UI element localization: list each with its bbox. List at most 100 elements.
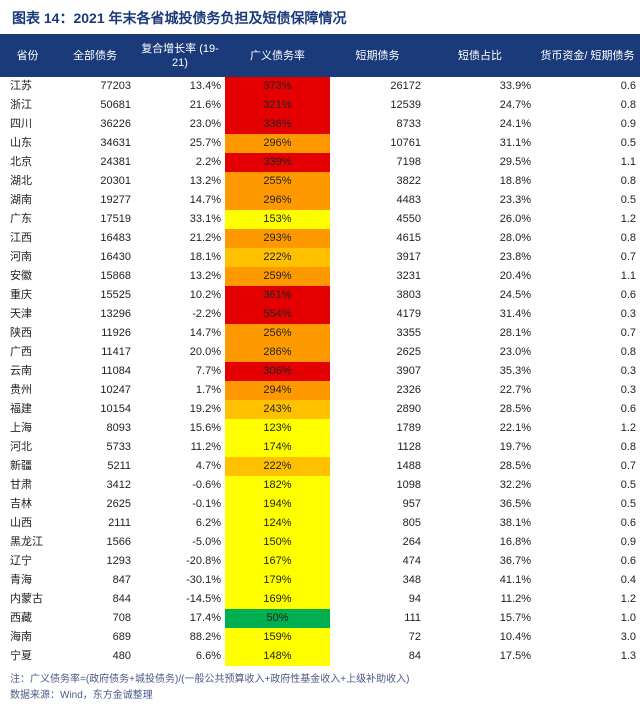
cell-total-debt: 11926: [55, 324, 135, 343]
cell-cash-ratio: 0.7: [535, 248, 640, 267]
cell-cagr: 13.2%: [135, 267, 225, 286]
cell-cagr: 21.6%: [135, 96, 225, 115]
cell-debt-ratio: 159%: [225, 628, 330, 647]
table-row: 黑龙江1566-5.0%150%26416.8%0.9: [0, 533, 640, 552]
cell-cash-ratio: 1.1: [535, 267, 640, 286]
cell-total-debt: 8093: [55, 419, 135, 438]
cell-total-debt: 11417: [55, 343, 135, 362]
cell-province: 河北: [0, 438, 55, 457]
table-row: 江苏7720313.4%373%2617233.9%0.6: [0, 77, 640, 96]
cell-short-debt: 4483: [330, 191, 425, 210]
cell-province: 福建: [0, 400, 55, 419]
cell-total-debt: 77203: [55, 77, 135, 96]
table-row: 北京243812.2%339%719829.5%1.1: [0, 153, 640, 172]
cell-cagr: 23.0%: [135, 115, 225, 134]
cell-cagr: 33.1%: [135, 210, 225, 229]
table-row: 宁夏4806.6%148%8417.5%1.3: [0, 647, 640, 666]
cell-province: 湖南: [0, 191, 55, 210]
table-row: 贵州102471.7%294%232622.7%0.3: [0, 381, 640, 400]
cell-debt-ratio: 194%: [225, 495, 330, 514]
cell-debt-ratio: 306%: [225, 362, 330, 381]
cell-province: 北京: [0, 153, 55, 172]
table-row: 青海847-30.1%179%34841.1%0.4: [0, 571, 640, 590]
data-source: 数据来源：Wind，东方金诚整理: [0, 686, 640, 707]
table-row: 广东1751933.1%153%455026.0%1.2: [0, 210, 640, 229]
cell-short-pct: 28.5%: [425, 457, 535, 476]
table-row: 山东3463125.7%296%1076131.1%0.5: [0, 134, 640, 153]
cell-cagr: -30.1%: [135, 571, 225, 590]
cell-cash-ratio: 0.6: [535, 77, 640, 96]
cell-province: 吉林: [0, 495, 55, 514]
cell-short-debt: 84: [330, 647, 425, 666]
cell-short-pct: 36.7%: [425, 552, 535, 571]
cell-cash-ratio: 0.5: [535, 495, 640, 514]
cell-debt-ratio: 255%: [225, 172, 330, 191]
cell-total-debt: 2625: [55, 495, 135, 514]
cell-cash-ratio: 1.2: [535, 590, 640, 609]
cell-cash-ratio: 0.6: [535, 286, 640, 305]
cell-cagr: 25.7%: [135, 134, 225, 153]
cell-short-pct: 28.0%: [425, 229, 535, 248]
cell-short-debt: 12539: [330, 96, 425, 115]
table-row: 福建1015419.2%243%289028.5%0.6: [0, 400, 640, 419]
cell-cash-ratio: 0.7: [535, 457, 640, 476]
cell-cagr: -14.5%: [135, 590, 225, 609]
table-row: 河北573311.2%174%112819.7%0.8: [0, 438, 640, 457]
cell-debt-ratio: 167%: [225, 552, 330, 571]
cell-cash-ratio: 0.4: [535, 571, 640, 590]
table-row: 重庆1552510.2%361%380324.5%0.6: [0, 286, 640, 305]
cell-province: 四川: [0, 115, 55, 134]
table-row: 湖南1927714.7%296%448323.3%0.5: [0, 191, 640, 210]
cell-short-debt: 348: [330, 571, 425, 590]
cell-short-debt: 3231: [330, 267, 425, 286]
cell-debt-ratio: 50%: [225, 609, 330, 628]
cell-short-pct: 22.7%: [425, 381, 535, 400]
cell-cagr: 7.7%: [135, 362, 225, 381]
cell-total-debt: 3412: [55, 476, 135, 495]
cell-short-pct: 16.8%: [425, 533, 535, 552]
cell-short-debt: 2625: [330, 343, 425, 362]
cell-short-pct: 26.0%: [425, 210, 535, 229]
cell-cagr: 2.2%: [135, 153, 225, 172]
cell-total-debt: 16430: [55, 248, 135, 267]
cell-total-debt: 13296: [55, 305, 135, 324]
cell-debt-ratio: 174%: [225, 438, 330, 457]
cell-cagr: -2.2%: [135, 305, 225, 324]
cell-total-debt: 708: [55, 609, 135, 628]
cell-cash-ratio: 0.5: [535, 191, 640, 210]
cell-debt-ratio: 256%: [225, 324, 330, 343]
cell-province: 山西: [0, 514, 55, 533]
cell-debt-ratio: 123%: [225, 419, 330, 438]
cell-province: 天津: [0, 305, 55, 324]
cell-province: 上海: [0, 419, 55, 438]
cell-short-pct: 24.1%: [425, 115, 535, 134]
cell-cash-ratio: 0.3: [535, 362, 640, 381]
cell-short-pct: 38.1%: [425, 514, 535, 533]
cell-province: 辽宁: [0, 552, 55, 571]
cell-short-pct: 24.7%: [425, 96, 535, 115]
cell-short-pct: 31.4%: [425, 305, 535, 324]
table-row: 内蒙古844-14.5%169%9411.2%1.2: [0, 590, 640, 609]
cell-province: 江西: [0, 229, 55, 248]
cell-short-debt: 264: [330, 533, 425, 552]
table-row: 浙江5068121.6%321%1253924.7%0.8: [0, 96, 640, 115]
cell-cash-ratio: 0.3: [535, 381, 640, 400]
cell-total-debt: 689: [55, 628, 135, 647]
cell-cash-ratio: 1.3: [535, 647, 640, 666]
cell-short-debt: 26172: [330, 77, 425, 96]
cell-short-debt: 10761: [330, 134, 425, 153]
cell-short-pct: 23.0%: [425, 343, 535, 362]
cell-cagr: 6.6%: [135, 647, 225, 666]
cell-debt-ratio: 336%: [225, 115, 330, 134]
cell-short-debt: 7198: [330, 153, 425, 172]
table-row: 吉林2625-0.1%194%95736.5%0.5: [0, 495, 640, 514]
col-header-short-pct: 短债占比: [425, 36, 535, 77]
cell-cash-ratio: 0.6: [535, 514, 640, 533]
cell-debt-ratio: 361%: [225, 286, 330, 305]
cell-debt-ratio: 182%: [225, 476, 330, 495]
col-header-short-debt: 短期债务: [330, 36, 425, 77]
cell-debt-ratio: 554%: [225, 305, 330, 324]
table-row: 山西21116.2%124%80538.1%0.6: [0, 514, 640, 533]
cell-total-debt: 16483: [55, 229, 135, 248]
cell-cash-ratio: 0.3: [535, 305, 640, 324]
